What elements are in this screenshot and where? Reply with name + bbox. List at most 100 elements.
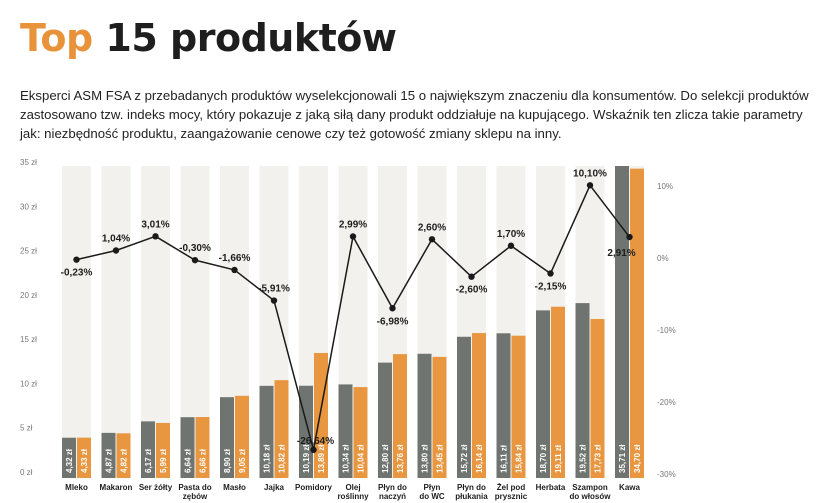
- bar: [393, 354, 407, 478]
- bar-value-label: 8,90 zł: [223, 448, 232, 473]
- y2-tick-label: -30%: [657, 470, 676, 479]
- change-label: 2,60%: [418, 222, 446, 233]
- bar: [274, 380, 289, 478]
- change-label: 10,10%: [573, 168, 607, 179]
- bar-value-label: 13,80 zł: [421, 444, 430, 473]
- y-tick-label: 15 zł: [20, 335, 37, 344]
- y-tick-label: 30 zł: [20, 202, 37, 211]
- category-label: roślinny: [337, 492, 369, 501]
- bar: [457, 336, 471, 478]
- category-label: Olej: [345, 483, 360, 492]
- change-label: -0,30%: [179, 243, 211, 254]
- change-point: [73, 256, 80, 263]
- bar-value-label: 19,52 zł: [579, 444, 588, 473]
- change-label: -5,91%: [258, 284, 290, 295]
- category-label: do włosów: [570, 492, 612, 501]
- category-label: płukania: [455, 492, 488, 501]
- bar-value-label: 4,87 zł: [105, 448, 114, 473]
- bar: [590, 318, 605, 478]
- bar: [615, 166, 629, 478]
- bar-value-label: 13,89 zł: [317, 444, 326, 473]
- column-background: [101, 166, 131, 478]
- y2-tick-label: 10%: [657, 182, 673, 191]
- category-label: Ser żółty: [139, 483, 173, 492]
- category-label: naczyń: [379, 492, 406, 501]
- bar: [338, 384, 353, 478]
- column-background: [62, 166, 91, 478]
- bar-value-label: 10,04 zł: [357, 444, 366, 473]
- page-title: Top 15 produktów: [20, 10, 397, 66]
- category-label: do WC: [419, 492, 445, 501]
- bar-value-label: 16,14 zł: [475, 444, 484, 473]
- bar-value-label: 35,71 zł: [618, 444, 627, 473]
- bar-value-label: 13,76 zł: [396, 444, 405, 473]
- bar: [551, 306, 565, 478]
- category-label: zębów: [183, 492, 208, 501]
- bar: [353, 387, 368, 478]
- change-point: [547, 270, 554, 277]
- category-label: Kawa: [619, 483, 640, 492]
- bar: [575, 303, 590, 478]
- bar: [378, 362, 392, 478]
- bar-value-label: 34,70 zł: [633, 444, 642, 473]
- category-label: Mleko: [65, 483, 88, 492]
- bar-value-label: 10,82 zł: [278, 444, 287, 473]
- bar-value-label: 13,45 zł: [436, 444, 445, 473]
- y2-tick-label: -10%: [657, 326, 676, 335]
- y-tick-label: 35 zł: [20, 158, 37, 167]
- y-tick-label: 25 zł: [20, 247, 37, 256]
- bar: [235, 395, 249, 478]
- change-point: [191, 256, 199, 264]
- bar: [220, 397, 234, 478]
- y-tick-label: 0 zł: [20, 468, 33, 477]
- bar-value-label: 16,11 zł: [500, 444, 509, 473]
- change-label: 2,99%: [339, 219, 367, 230]
- title-rest: 15 produktów: [105, 16, 397, 60]
- change-point: [231, 266, 238, 274]
- change-point: [270, 297, 278, 304]
- intro-paragraph: Eksperci ASM FSA z przebadanych produktó…: [20, 88, 809, 141]
- y-tick-label: 10 zł: [20, 379, 37, 388]
- bar: [511, 335, 526, 478]
- bar-value-label: 12,80 zł: [381, 444, 390, 473]
- bar-value-label: 18,70 zł: [539, 444, 548, 473]
- change-point: [112, 247, 120, 254]
- title-accent: Top: [20, 16, 93, 60]
- change-label: 2,91%: [607, 248, 635, 259]
- bar-value-label: 4,82 zł: [120, 448, 129, 473]
- category-label: Masło: [223, 483, 246, 492]
- category-label: Płyn do: [378, 483, 407, 492]
- bar: [496, 333, 511, 478]
- bar-value-label: 15,84 zł: [515, 444, 524, 473]
- change-label: -1,66%: [219, 253, 251, 264]
- change-point: [389, 305, 396, 312]
- bar-value-label: 10,19 zł: [302, 444, 311, 473]
- y2-tick-label: -20%: [657, 398, 676, 407]
- bar: [259, 385, 274, 478]
- bar-value-label: 9,05 zł: [238, 448, 247, 473]
- bar: [180, 417, 195, 478]
- bar-value-label: 17,73 zł: [594, 444, 603, 473]
- bar: [417, 353, 432, 478]
- y-tick-label: 5 zł: [20, 424, 33, 433]
- change-label: -2,15%: [535, 281, 567, 292]
- bar-value-label: 4,32 zł: [65, 448, 74, 473]
- bar: [77, 437, 91, 478]
- bar: [472, 333, 486, 478]
- y2-tick-label: 0%: [657, 254, 669, 263]
- category-label: prysznic: [495, 492, 528, 501]
- bar: [156, 422, 170, 478]
- bar-value-label: 10,34 zł: [342, 444, 351, 473]
- bar: [101, 432, 116, 478]
- category-label: Żel pod: [497, 483, 526, 492]
- change-point: [468, 273, 475, 280]
- change-label: 3,01%: [141, 219, 169, 230]
- bar-value-label: 15,72 zł: [460, 444, 469, 473]
- bar: [116, 433, 131, 478]
- change-point: [507, 242, 515, 249]
- bar-value-label: 6,64 zł: [184, 448, 193, 473]
- bar-value-label: 6,17 zł: [144, 448, 153, 473]
- bar-value-label: 19,11 zł: [554, 444, 563, 473]
- category-label: Pasta do: [178, 483, 211, 492]
